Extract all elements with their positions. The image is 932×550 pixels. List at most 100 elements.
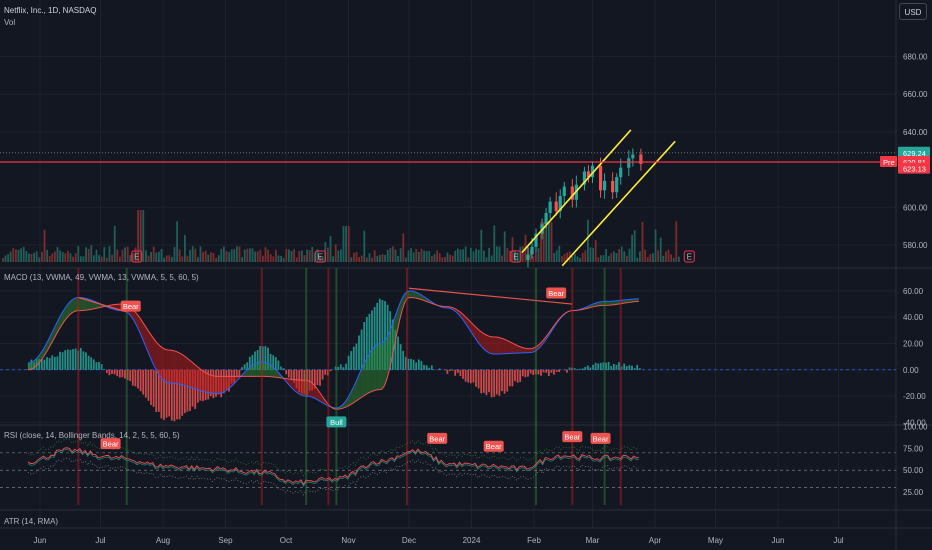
macd-cloud xyxy=(248,365,252,377)
pre-tag-box xyxy=(880,156,897,168)
macd-cloud xyxy=(152,337,156,369)
volume-bar xyxy=(454,250,457,262)
macd-cloud xyxy=(368,350,372,393)
currency-button[interactable]: USD xyxy=(899,3,927,20)
volume-bar xyxy=(506,247,509,262)
volume-bar xyxy=(480,229,483,262)
volume-bar xyxy=(493,225,496,262)
volume-bar xyxy=(652,253,654,262)
volume-bar xyxy=(275,249,277,262)
macd-cloud xyxy=(207,373,210,393)
volume-bar xyxy=(238,246,241,262)
volume-bar xyxy=(657,250,659,262)
macd-cloud xyxy=(313,384,317,400)
volume-bar xyxy=(48,256,51,262)
macd-cloud xyxy=(378,343,382,390)
volume-bar xyxy=(563,253,566,262)
macd-cloud xyxy=(490,336,494,354)
volume-bar xyxy=(33,252,35,262)
macd-histogram-bar xyxy=(118,369,121,378)
macd-cloud xyxy=(66,302,70,318)
macd-cloud xyxy=(358,370,361,400)
volume-bar xyxy=(587,219,589,262)
volume-bar xyxy=(288,249,290,262)
macd-cloud xyxy=(165,349,169,383)
volume-bar xyxy=(108,246,111,262)
macd-histogram-bar xyxy=(410,358,412,370)
time-tick-label: Nov xyxy=(341,536,355,545)
volume-bar xyxy=(373,250,376,262)
macd-histogram-bar xyxy=(165,369,168,418)
volume-bar xyxy=(457,248,459,262)
macd-histogram-bar xyxy=(95,362,98,370)
volume-bar xyxy=(56,247,59,262)
volume-bar xyxy=(272,256,275,262)
macd-tick-label: -20.00 xyxy=(903,392,926,401)
volume-bar xyxy=(340,249,342,262)
bear-label-box xyxy=(100,438,121,450)
macd-cloud xyxy=(610,301,613,306)
macd-cloud xyxy=(189,359,192,388)
volume-bar xyxy=(103,247,106,262)
macd-cloud xyxy=(168,350,171,383)
macd-histogram-bar xyxy=(87,355,90,370)
macd-histogram-bar xyxy=(53,356,56,370)
volume-bar xyxy=(259,249,262,262)
macd-cloud xyxy=(264,362,268,377)
volume-bar xyxy=(202,251,204,262)
volume-bar xyxy=(147,255,150,262)
volume-bar xyxy=(574,253,576,262)
volume-bar xyxy=(475,248,477,262)
volume-bar xyxy=(269,254,272,262)
volume-bar xyxy=(106,257,108,262)
volume-bar xyxy=(28,253,30,262)
macd-histogram-bar xyxy=(451,369,454,371)
macd-histogram-bar xyxy=(363,322,366,370)
earnings-marker: E xyxy=(318,253,323,262)
macd-cloud xyxy=(209,374,213,394)
macd-histogram-bar xyxy=(376,302,379,370)
macd-histogram-bar xyxy=(274,357,277,370)
volume-bar xyxy=(236,246,238,262)
macd-histogram-bar xyxy=(615,364,618,370)
volume-bar xyxy=(20,248,22,262)
macd-cloud xyxy=(607,301,611,306)
volume-bar xyxy=(311,246,314,262)
time-tick-label: Apr xyxy=(649,536,662,545)
macd-cloud xyxy=(254,362,257,377)
macd-histogram-bar xyxy=(547,369,550,377)
macd-cloud xyxy=(27,362,31,370)
volume-bar xyxy=(256,251,259,262)
macd-cloud xyxy=(272,366,275,378)
macd-histogram-bar xyxy=(183,369,186,414)
macd-histogram-bar xyxy=(189,369,191,411)
macd-histogram-bar xyxy=(92,359,95,370)
volume-bar xyxy=(46,250,48,262)
macd-histogram-bar xyxy=(623,363,626,370)
macd-histogram-bar xyxy=(394,329,397,370)
macd-histogram-bar xyxy=(371,310,373,370)
macd-histogram-bar xyxy=(532,369,535,375)
volume-bar xyxy=(623,251,626,262)
macd-cloud xyxy=(64,305,67,322)
macd-cloud xyxy=(176,351,179,384)
volume-bar xyxy=(230,249,233,262)
volume-bar xyxy=(233,249,236,262)
macd-cloud xyxy=(46,339,49,353)
macd-histogram-bar xyxy=(259,346,262,370)
volume-bar xyxy=(355,252,358,262)
volume-bar xyxy=(191,246,194,262)
volume-bar xyxy=(119,256,121,262)
macd-cloud xyxy=(215,376,218,394)
macd-cloud xyxy=(196,366,200,391)
volume-bar xyxy=(334,244,337,262)
macd-histogram-bar xyxy=(251,354,254,370)
macd-histogram-bar xyxy=(38,358,41,370)
axis-labels: 680.00 660.00 640.00 600.00 580.00 60.00 40.00… xyxy=(34,52,930,545)
volume-bar xyxy=(77,246,80,262)
volume-bar xyxy=(41,251,43,262)
macd-cloud xyxy=(537,343,541,350)
pre-price-label: 620.81 xyxy=(903,158,926,167)
macd-cloud xyxy=(407,290,411,299)
